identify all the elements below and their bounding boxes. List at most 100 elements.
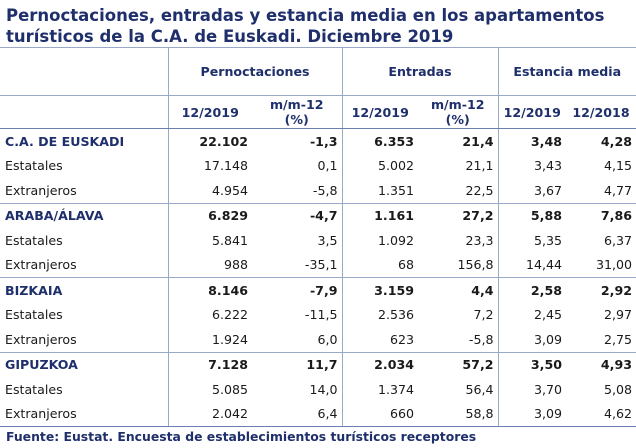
group-header-row: Pernoctaciones Entradas Estancia media: [0, 47, 636, 96]
table-row: Estatales 6.222 -11,5 2.536 7,2 2,45 2,97: [0, 302, 636, 327]
cell-entradas: 2.536: [341, 302, 418, 327]
group-header-entradas: Entradas: [341, 47, 498, 96]
cell-pernoctaciones: 988: [167, 252, 252, 278]
cell-pernoctaciones: 6.222: [167, 302, 252, 327]
cell-pernoctaciones-var: -5,8: [312, 182, 338, 198]
stats-table: Pernoctaciones Entradas Estancia media 1…: [0, 47, 636, 426]
cell-pernoctaciones-var: 6,4: [317, 406, 338, 422]
source-note: Fuente: Eustat. Encuesta de establecimie…: [6, 429, 477, 444]
cell-entradas: 1.092: [341, 228, 418, 253]
cell-estancia-2018: 7,86: [566, 202, 636, 228]
cell-pernoctaciones-var: 11,7: [252, 351, 342, 377]
row-label: Extranjeros: [5, 182, 77, 198]
cell-entradas-var: 58,8: [465, 406, 494, 422]
cell-entradas-var: 23,3: [465, 232, 494, 248]
row-label: Estatales: [5, 232, 63, 248]
cell-estancia-2018: 2,75: [603, 331, 632, 347]
cell-pernoctaciones: 6.829: [167, 202, 252, 228]
row-label: Estatales: [5, 307, 63, 323]
cell-entradas-var: -5,8: [468, 331, 494, 347]
cell-estancia-2018: 4,62: [603, 406, 632, 422]
cell-estancia-2018: 4,77: [603, 182, 632, 198]
subheader-s-2019: 12/2019: [497, 95, 566, 129]
row-label: Extranjeros: [5, 331, 77, 347]
cell-entradas: 1.374: [341, 377, 418, 402]
cell-estancia-2019: 2,45: [497, 302, 566, 327]
table-row: Extranjeros 4.954 -5,8 1.351 22,5 3,67 4,77: [0, 178, 636, 203]
cell-pernoctaciones-var: -11,5: [304, 307, 338, 323]
cell-estancia-2018: 2,97: [603, 307, 632, 323]
cell-pernoctaciones: 2.042: [167, 401, 252, 426]
cell-pernoctaciones: 7.128: [167, 351, 252, 377]
table-row-territory: ARABA/ÁLAVA 6.829 -4,7 1.161 27,2 5,88 7,86: [0, 202, 636, 228]
table-row: Extranjeros 988 -35,1 68 156,8 14,44 31,00: [0, 252, 636, 278]
cell-pernoctaciones-var: 6,0: [317, 331, 338, 347]
cell-estancia-2019: 3,48: [497, 128, 566, 154]
cell-pernoctaciones: 8.146: [167, 277, 252, 303]
cell-estancia-2019: 3,70: [497, 377, 566, 402]
table-row-territory: GIPUZKOA 7.128 11,7 2.034 57,2 3,50 4,93: [0, 351, 636, 377]
cell-entradas-var: 21,1: [465, 158, 494, 174]
row-label: Estatales: [5, 381, 63, 397]
cell-pernoctaciones-var: 0,1: [317, 158, 338, 174]
table-row-territory: BIZKAIA 8.146 -7,9 3.159 4,4 2,58 2,92: [0, 277, 636, 303]
cell-pernoctaciones-var: -7,9: [252, 277, 342, 303]
cell-estancia-2018: 5,08: [603, 381, 632, 397]
group-header-pernoctaciones: Pernoctaciones: [167, 47, 342, 96]
table-row: Estatales 5.085 14,0 1.374 56,4 3,70 5,08: [0, 377, 636, 402]
cell-pernoctaciones-var: -4,7: [252, 202, 342, 228]
row-label: BIZKAIA: [0, 277, 168, 303]
cell-pernoctaciones: 5.085: [167, 377, 252, 402]
subheader-e-var: m/m-12 (%): [418, 95, 498, 129]
cell-pernoctaciones-var: 3,5: [317, 232, 338, 248]
cell-entradas-var: 22,5: [465, 182, 494, 198]
sub-header-row: 12/2019 m/m-12 (%) 12/2019 m/m-12 (%) 12…: [0, 95, 636, 129]
table-row: Extranjeros 2.042 6,4 660 58,8 3,09 4,62: [0, 401, 636, 426]
cell-estancia-2019: 3,09: [497, 327, 566, 352]
cell-pernoctaciones: 1.924: [167, 327, 252, 352]
cell-pernoctaciones-var: -1,3: [309, 133, 338, 149]
cell-entradas: 2.034: [341, 351, 418, 377]
cell-pernoctaciones: 5.841: [167, 228, 252, 253]
cell-entradas-var: 7,2: [473, 307, 494, 323]
cell-estancia-2019: 3,67: [497, 178, 566, 203]
cell-pernoctaciones-var: 14,0: [309, 381, 338, 397]
cell-entradas-var: 4,4: [418, 277, 498, 303]
cell-estancia-2019: 3,50: [497, 351, 566, 377]
cell-pernoctaciones: 17.148: [167, 153, 252, 178]
table-bottom-rule: [0, 426, 636, 427]
row-label: Estatales: [5, 158, 63, 174]
row-label: C.A. DE EUSKADI: [5, 133, 125, 149]
cell-estancia-2018: 4,15: [603, 158, 632, 174]
row-label: Extranjeros: [5, 406, 77, 422]
table-title: Pernoctaciones, entradas y estancia medi…: [6, 6, 605, 46]
cell-entradas: 1.351: [341, 178, 418, 203]
corner-cell-2: [0, 95, 168, 129]
cell-pernoctaciones: 22.102: [167, 128, 252, 154]
cell-entradas: 68: [341, 252, 418, 278]
row-label: ARABA/ÁLAVA: [0, 202, 168, 228]
cell-entradas: 660: [341, 401, 418, 426]
cell-entradas-var: 56,4: [465, 381, 494, 397]
table-row: Extranjeros 1.924 6,0 623 -5,8 3,09 2,75: [0, 327, 636, 352]
subheader-p-period: 12/2019: [167, 95, 252, 129]
cell-entradas-var: 57,2: [418, 351, 498, 377]
cell-pernoctaciones: 4.954: [167, 178, 252, 203]
table-row: Estatales 5.841 3,5 1.092 23,3 5,35 6,37: [0, 228, 636, 253]
table-row: Estatales 17.148 0,1 5.002 21,1 3,43 4,15: [0, 153, 636, 178]
group-header-estancia: Estancia media: [497, 47, 636, 96]
cell-entradas: 623: [341, 327, 418, 352]
cell-estancia-2018: 6,37: [603, 232, 632, 248]
cell-entradas-var: 27,2: [418, 202, 498, 228]
cell-entradas: 3.159: [341, 277, 418, 303]
cell-entradas: 1.161: [341, 202, 418, 228]
table-row-territory: C.A. DE EUSKADI 22.102 -1,3 6.353 21,4 3,48 4,…: [0, 128, 636, 154]
cell-estancia-2018: 4,93: [566, 351, 636, 377]
cell-entradas: 6.353: [341, 128, 418, 154]
cell-estancia-2019: 3,09: [497, 401, 566, 426]
cell-entradas: 5.002: [341, 153, 418, 178]
subheader-p-var: m/m-12 (%): [252, 95, 342, 129]
row-label: GIPUZKOA: [0, 351, 168, 377]
cell-estancia-2019: 3,43: [497, 153, 566, 178]
row-label: Extranjeros: [5, 257, 77, 273]
